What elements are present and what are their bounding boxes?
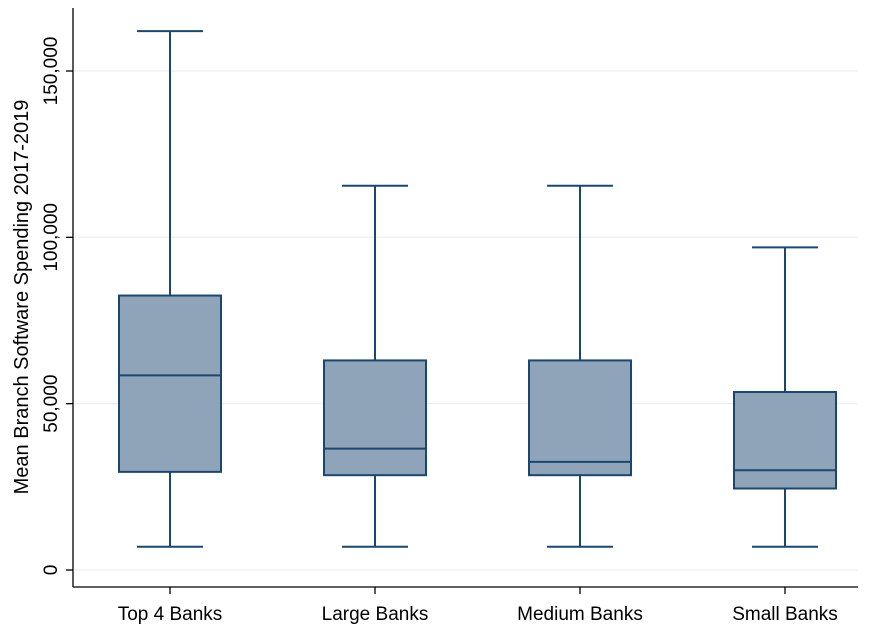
axes xyxy=(66,8,858,594)
y-tick-label-1: 50,000 xyxy=(41,375,62,433)
iqr-box-0 xyxy=(118,294,222,473)
category-label-0: Top 4 Banks xyxy=(118,604,223,625)
y-axis-title: Mean Branch Software Spending 2017-2019 xyxy=(11,100,33,495)
iqr-box-2 xyxy=(528,359,632,477)
y-tick-label-3: 150,000 xyxy=(41,37,62,106)
box-0 xyxy=(118,30,222,548)
y-tick-label-0: 0 xyxy=(41,565,62,576)
box-3 xyxy=(733,246,837,548)
box-2 xyxy=(528,184,632,548)
iqr-box-3 xyxy=(733,391,837,490)
category-label-2: Medium Banks xyxy=(517,604,643,625)
boxes xyxy=(118,30,837,548)
category-label-3: Small Banks xyxy=(732,604,838,625)
category-label-1: Large Banks xyxy=(322,604,429,625)
y-tick-label-2: 100,000 xyxy=(41,203,62,272)
box-1 xyxy=(323,184,427,548)
labels: 0 50,000 100,000 150,000 Mean Branch Softwar… xyxy=(11,37,838,625)
iqr-box-1 xyxy=(323,359,427,477)
